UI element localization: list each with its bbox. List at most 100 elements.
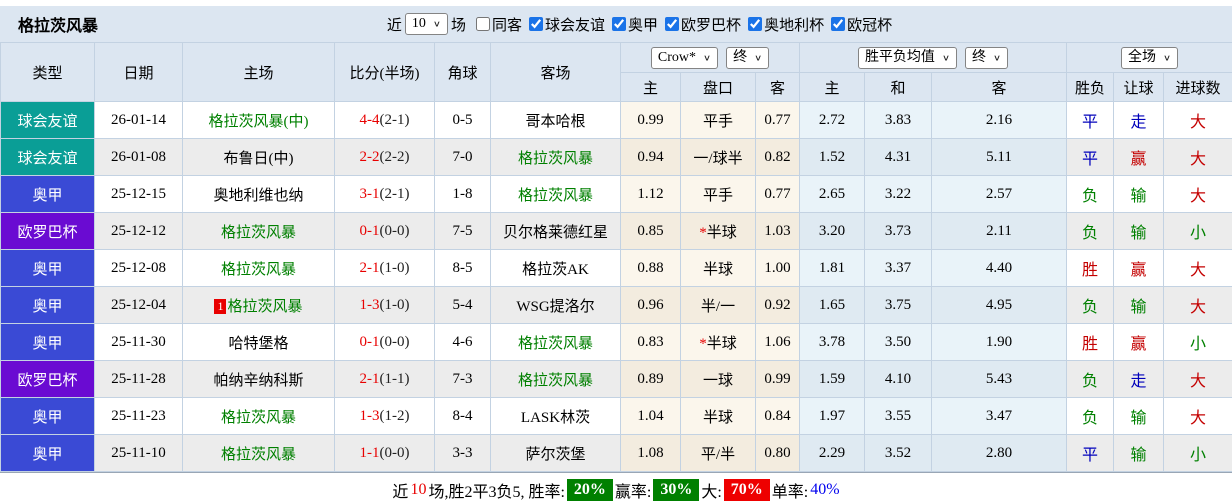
corners-cell: 7-3 <box>434 360 491 398</box>
avg-draw-odds: 3.75 <box>864 286 932 324</box>
league-name: 球会友谊 <box>17 150 78 167</box>
half-time-score: (2-1) <box>379 111 410 128</box>
score-cell: 2-2(2-2) <box>334 138 435 176</box>
away-team: 格拉茨风暴 <box>490 360 621 398</box>
league-badge: 欧罗巴杯 <box>0 212 95 250</box>
result-goals: 大 <box>1162 249 1232 287</box>
odds-home: 0.88 <box>620 249 681 287</box>
avg-win-odds: 1.97 <box>799 397 865 435</box>
same-venue-option[interactable]: 同客 <box>469 14 522 35</box>
result-handicap: 输 <box>1113 286 1164 324</box>
table-row: 球会友谊 26-01-08 布鲁日(中) 2-2(2-2) 7-0 格拉茨风暴 0.94 一/… <box>0 138 1232 176</box>
avg-lose-odds: 4.40 <box>931 249 1067 287</box>
result-handicap: 输 <box>1113 434 1164 472</box>
league-filter-cup[interactable]: 奥地利杯 <box>741 14 824 35</box>
match-date: 25-12-15 <box>94 175 183 213</box>
avg-lose-odds: 2.16 <box>931 101 1067 139</box>
score-cell: 2-1(1-0) <box>334 249 435 287</box>
recent-count-select[interactable]: 10 ∨ <box>404 13 448 35</box>
league-name: 奥甲 <box>32 187 63 204</box>
result-wdl: 负 <box>1066 360 1114 398</box>
corners-cell: 8-4 <box>434 397 491 435</box>
summary-stats-text: 场,胜2平3负5, 胜率: <box>428 483 565 501</box>
away-team: WSG提洛尔 <box>490 286 621 324</box>
score-cell: 0-1(0-0) <box>334 212 435 250</box>
header-group-row: 类型 日期 主场 比分(半场) 角球 客场 Crow* ∨ 终 ∨ <box>0 42 1232 102</box>
away-team-name: 格拉茨风暴 <box>517 372 593 389</box>
odds-away: 0.84 <box>755 397 800 435</box>
half-time-score: (0-0) <box>379 444 410 461</box>
score-cell: 1-1(0-0) <box>334 434 435 472</box>
avg-win-odds: 1.65 <box>799 286 865 324</box>
sub-header-handicap-result: 让球 <box>1113 72 1164 102</box>
away-team: 贝尔格莱德红星 <box>490 212 621 250</box>
ucl-checkbox[interactable] <box>831 17 846 31</box>
avg-lose-odds: 5.11 <box>931 138 1067 176</box>
chevron-down-icon: ∨ <box>1162 53 1172 62</box>
europa-checkbox[interactable] <box>665 17 680 31</box>
odds-home: 0.85 <box>620 212 681 250</box>
friendly-checkbox[interactable] <box>529 17 544 31</box>
odds-away: 1.03 <box>755 212 800 250</box>
league-filter-bundesliga[interactable]: 奥甲 <box>605 14 658 35</box>
bundesliga-checkbox[interactable] <box>612 17 627 31</box>
half-time-score: (1-2) <box>379 407 410 424</box>
full-time-score: 1-3 <box>359 407 380 424</box>
match-date: 26-01-14 <box>94 101 183 139</box>
result-goals: 大 <box>1162 138 1232 176</box>
page-title: 格拉茨风暴 <box>18 18 99 35</box>
odds-away: 0.99 <box>755 360 800 398</box>
league-name: 奥甲 <box>32 409 63 426</box>
league-filter-ucl[interactable]: 欧冠杯 <box>824 14 892 35</box>
avg-win-odds: 1.52 <box>799 138 865 176</box>
score-cell: 2-1(1-1) <box>334 360 435 398</box>
odds-home: 1.08 <box>620 434 681 472</box>
bookmaker-select[interactable]: Crow* ∨ <box>650 46 719 69</box>
summary-big-label: 大: <box>701 483 722 501</box>
col-header-home: 主场 <box>182 42 335 102</box>
result-goals: 小 <box>1162 434 1232 472</box>
corners-cell: 5-4 <box>434 286 491 324</box>
league-filter-europa[interactable]: 欧罗巴杯 <box>658 14 741 35</box>
same-venue-checkbox[interactable] <box>476 17 490 31</box>
corners-cell: 1-8 <box>434 175 491 213</box>
win-rate-badge: 20% <box>566 478 613 501</box>
full-time-score: 2-1 <box>359 259 380 276</box>
matches-label: 场 <box>450 17 466 34</box>
scope-select[interactable]: 全场 ∨ <box>1120 46 1179 69</box>
previous-table-remnant <box>0 0 1232 6</box>
avg-win-odds: 2.65 <box>799 175 865 213</box>
avg-final-select[interactable]: 终 ∨ <box>965 46 1009 69</box>
odds-away: 0.77 <box>755 101 800 139</box>
odds-avg-group-header: 胜平负均值 ∨ 终 ∨ <box>799 42 1067 73</box>
same-venue-label: 同客 <box>492 17 523 34</box>
corners-cell: 0-5 <box>434 101 491 139</box>
home-team-name: 格拉茨风暴 <box>220 224 296 241</box>
avg-win-odds: 1.59 <box>799 360 865 398</box>
odds-home: 0.89 <box>620 360 681 398</box>
handicap-final-select[interactable]: 终 ∨ <box>726 46 770 69</box>
half-time-score: (1-0) <box>379 296 410 313</box>
home-team: 格拉茨风暴 <box>182 397 335 435</box>
match-date: 25-11-30 <box>94 323 183 361</box>
half-time-score: (2-2) <box>379 148 410 165</box>
league-filter-friendly[interactable]: 球会友谊 <box>522 14 605 35</box>
table-row: 奥甲 25-12-08 格拉茨风暴 2-1(1-0) 8-5 格拉茨AK 0.88 半球 1.0… <box>0 249 1232 287</box>
league-name: 欧罗巴杯 <box>17 224 78 241</box>
result-handicap: 赢 <box>1113 249 1164 287</box>
austria-cup-checkbox[interactable] <box>748 17 763 31</box>
match-date: 25-11-10 <box>94 434 183 472</box>
col-header-away: 客场 <box>490 42 621 102</box>
recent-label: 近 <box>386 17 402 34</box>
league-badge: 球会友谊 <box>0 101 95 139</box>
away-team-name: 格拉茨AK <box>522 261 589 278</box>
europa-label: 欧罗巴杯 <box>681 17 742 34</box>
avg-odds-select[interactable]: 胜平负均值 ∨ <box>857 46 957 69</box>
result-handicap: 赢 <box>1113 138 1164 176</box>
corners-cell: 7-5 <box>434 212 491 250</box>
full-time-score: 3-1 <box>359 185 380 202</box>
league-badge: 奥甲 <box>0 249 95 287</box>
match-date: 25-11-23 <box>94 397 183 435</box>
table-row: 奥甲 25-11-23 格拉茨风暴 1-3(1-2) 8-4 LASK林茨 1.04 半球 0.… <box>0 397 1232 435</box>
home-team-name: 奥地利维也纳 <box>213 187 304 204</box>
